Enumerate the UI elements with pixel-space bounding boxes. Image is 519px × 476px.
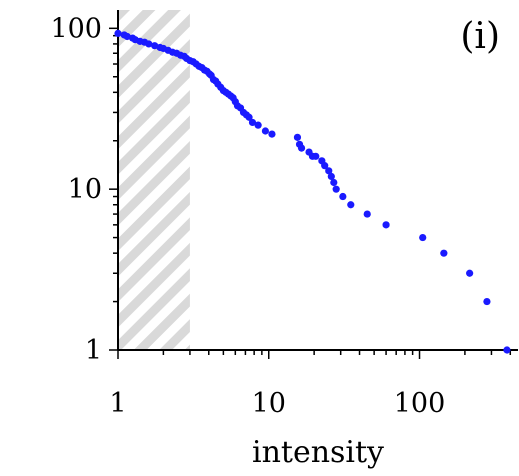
data-point (382, 221, 390, 229)
data-point (248, 118, 257, 127)
data-point (330, 178, 338, 187)
data-point (268, 130, 276, 138)
data-point (321, 162, 329, 170)
y-tick-label: 10 (68, 174, 102, 205)
data-point (483, 297, 491, 306)
data-point (332, 185, 340, 193)
x-tick-label: 100 (394, 388, 446, 419)
data-point (312, 152, 320, 160)
data-point (363, 210, 371, 218)
data-point (114, 29, 122, 37)
data-point (339, 192, 347, 201)
panel-label: (i) (460, 16, 500, 57)
data-point (327, 172, 335, 181)
data-point (503, 346, 511, 354)
data-point (145, 40, 153, 48)
x-tick-label: 10 (252, 388, 286, 419)
data-point (261, 127, 270, 135)
data-point (419, 233, 427, 242)
data-point (440, 249, 448, 257)
x-tick-label: 1 (109, 388, 126, 419)
data-point (123, 32, 131, 41)
data-point (347, 201, 355, 209)
x-axis-label: intensity (252, 435, 384, 470)
shaded-region (118, 10, 190, 350)
data-point (325, 167, 333, 175)
y-tick-label: 100 (50, 13, 102, 44)
data-point (293, 133, 302, 141)
data-point (466, 269, 474, 277)
data-point (245, 113, 253, 121)
y-tick-label: 1 (85, 335, 102, 366)
data-point (297, 144, 306, 152)
data-point (254, 121, 262, 129)
